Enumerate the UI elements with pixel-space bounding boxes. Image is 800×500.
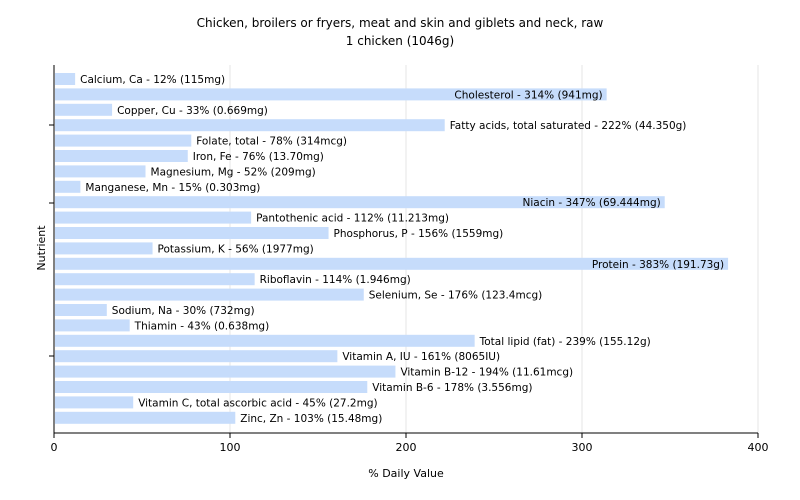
bar (55, 319, 130, 332)
bar-label: Potassium, K - 56% (1977mg) (158, 243, 314, 255)
bar (55, 381, 368, 393)
x-tick-label-200: 200 (396, 441, 417, 454)
chart-title: Chicken, broilers or fryers, meat and sk… (197, 16, 604, 30)
bar (55, 165, 146, 178)
bar (55, 150, 188, 162)
bar-label: Folate, total - 78% (314mcg) (196, 136, 347, 148)
bar (55, 242, 153, 255)
bar (55, 350, 338, 363)
bar-label: Pantothenic acid - 112% (11.213mg) (256, 213, 449, 225)
bar-label: Riboflavin - 114% (1.946mg) (260, 274, 411, 286)
bar (55, 196, 665, 209)
bar (55, 411, 236, 424)
bar (55, 103, 113, 116)
bar-label: Fatty acids, total saturated - 222% (44.… (450, 120, 687, 132)
x-ticks-group: 0 100 200 300 400 (51, 433, 769, 454)
bar-label: Total lipid (fat) - 239% (155.12g) (479, 336, 651, 348)
bar (55, 119, 445, 132)
bar-label: Copper, Cu - 33% (0.669mg) (117, 105, 268, 117)
chart-subtitle: 1 chicken (1046g) (346, 34, 454, 48)
bar-label: Cholesterol - 314% (941mg) (454, 89, 602, 101)
bar-label: Iron, Fe - 76% (13.70mg) (193, 151, 324, 163)
bar (55, 134, 192, 147)
bar-label: Manganese, Mn - 15% (0.303mg) (85, 182, 260, 194)
bar (55, 257, 729, 270)
bar (55, 211, 252, 224)
bar-label: Zinc, Zn - 103% (15.48mg) (240, 413, 382, 425)
bar (55, 334, 475, 347)
bar-label: Vitamin B-6 - 178% (3.556mg) (372, 382, 532, 394)
x-tick-label-400: 400 (748, 441, 769, 454)
bar-label: Protein - 383% (191.73g) (592, 259, 724, 271)
bar (55, 88, 607, 101)
bar-label: Calcium, Ca - 12% (115mg) (80, 74, 225, 86)
bar (55, 288, 364, 301)
bar (55, 227, 329, 239)
bar (55, 365, 396, 378)
bar-label: Thiamin - 43% (0.638mg) (134, 320, 270, 332)
bar-label: Vitamin C, total ascorbic acid - 45% (27… (138, 397, 377, 409)
bar-label: Selenium, Se - 176% (123.4mcg) (369, 290, 543, 302)
bar (55, 304, 107, 316)
y-axis-label: Nutrient (35, 225, 48, 271)
bar (55, 273, 255, 286)
bar-label: Niacin - 347% (69.444mg) (523, 197, 661, 209)
bar-label: Vitamin B-12 - 194% (11.61mcg) (400, 367, 573, 379)
bar-label: Vitamin A, IU - 161% (8065IU) (342, 351, 500, 363)
x-axis-label: % Daily Value (368, 467, 444, 480)
x-tick-label-100: 100 (220, 441, 241, 454)
x-tick-label-300: 300 (572, 441, 593, 454)
bar (55, 396, 134, 409)
bar (55, 180, 81, 193)
bar (55, 73, 76, 85)
bars-group: Calcium, Ca - 12% (115mg) Cholesterol - 3… (55, 73, 729, 425)
x-tick-label-0: 0 (51, 441, 58, 454)
bar-label: Sodium, Na - 30% (732mg) (112, 305, 255, 317)
bar-label: Magnesium, Mg - 52% (209mg) (151, 166, 316, 178)
bar-label: Phosphorus, P - 156% (1559mg) (334, 228, 504, 240)
